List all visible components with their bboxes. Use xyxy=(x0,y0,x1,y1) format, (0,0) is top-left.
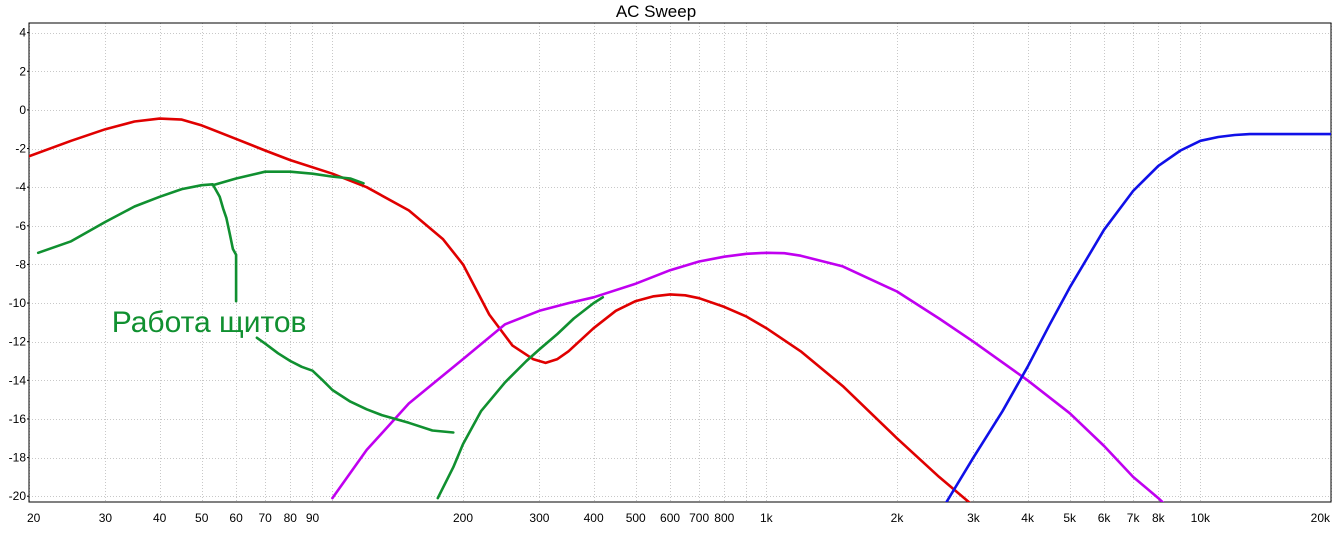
series-layer xyxy=(29,117,1331,502)
x-tick-label: 90 xyxy=(306,511,320,525)
x-tick-label: 400 xyxy=(584,511,604,525)
x-tick-label: 50 xyxy=(195,511,209,525)
y-tick-label: -2 xyxy=(15,142,26,156)
annotation-layer: Работа щитов xyxy=(112,306,307,339)
y-tick-label: -18 xyxy=(9,451,27,465)
x-tick-label: 2k xyxy=(891,511,905,525)
x-tick-label: 200 xyxy=(453,511,473,525)
annotation-label: Работа щитов xyxy=(112,306,307,339)
x-tick-label: 6k xyxy=(1098,511,1112,525)
x-tick-label: 4k xyxy=(1021,511,1035,525)
series-line-1 xyxy=(331,251,1165,502)
series-line-2 xyxy=(945,132,1331,502)
x-tick-label: 20 xyxy=(27,511,41,525)
y-tick-label: -4 xyxy=(15,180,26,194)
y-tick-label: 4 xyxy=(19,26,26,40)
x-tick-label: 40 xyxy=(153,511,167,525)
x-tick-label: 800 xyxy=(714,511,734,525)
plot-frame xyxy=(28,22,1332,503)
series-line-4 xyxy=(211,170,365,187)
y-tick-label: 0 xyxy=(19,103,26,117)
series-line-5 xyxy=(255,336,455,434)
chart-title: AC Sweep xyxy=(616,2,696,21)
x-tick-label: 10k xyxy=(1191,511,1211,525)
y-tick-label: 2 xyxy=(19,64,26,78)
x-tick-label: 1k xyxy=(760,511,774,525)
y-tick-label: -20 xyxy=(9,489,27,503)
x-tick-label: 8k xyxy=(1152,511,1166,525)
series-line-6 xyxy=(436,295,605,500)
y-tick-label: -16 xyxy=(9,412,27,426)
y-tick-label: -8 xyxy=(15,257,26,271)
x-tick-label: 20k xyxy=(1311,511,1331,525)
x-tick-label: 300 xyxy=(529,511,549,525)
grid-layer xyxy=(29,23,1332,502)
x-tick-label: 80 xyxy=(284,511,298,525)
x-tick-label: 5k xyxy=(1063,511,1077,525)
y-tick-label: -12 xyxy=(9,335,27,349)
y-tick-label: -6 xyxy=(15,219,26,233)
x-tick-label: 500 xyxy=(626,511,646,525)
y-tick-label: -14 xyxy=(9,373,27,387)
y-tick-label: -10 xyxy=(9,296,27,310)
x-tick-label: 60 xyxy=(229,511,243,525)
x-tick-label: 7k xyxy=(1127,511,1141,525)
x-tick-label: 700 xyxy=(689,511,709,525)
x-tick-label: 70 xyxy=(258,511,272,525)
x-tick-label: 3k xyxy=(967,511,981,525)
x-tick-label: 600 xyxy=(660,511,680,525)
series-line-0 xyxy=(29,117,971,502)
x-tick-label: 30 xyxy=(99,511,113,525)
